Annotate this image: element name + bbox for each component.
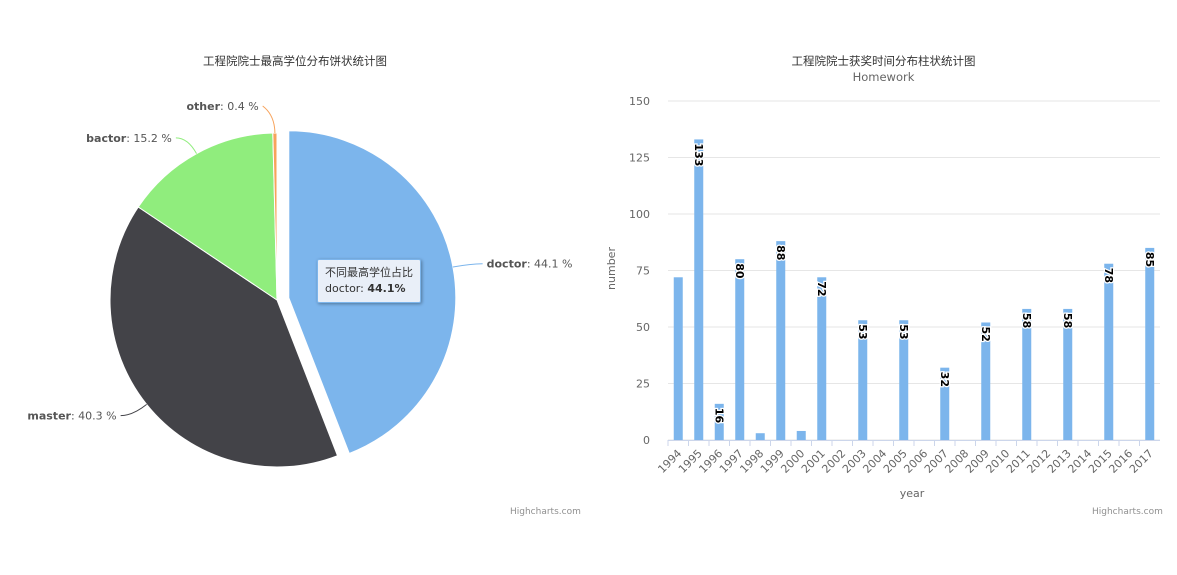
bar-data-label-2003: 53: [856, 324, 869, 339]
bar-1998[interactable]: [755, 433, 765, 440]
x-tick-label-2017: 2017: [1127, 447, 1156, 476]
bar-data-label-1995: 133: [692, 143, 705, 166]
bar-data-label-2013: 58: [1061, 313, 1074, 328]
y-tick-label: 125: [629, 152, 650, 165]
bar-2015[interactable]: [1104, 263, 1114, 440]
bar-1997[interactable]: [735, 259, 745, 440]
pie-chart-svg: doctor: 44.1 % master: 40.3 % bactor: 15.2…: [27, 100, 573, 468]
bar-2009[interactable]: [981, 322, 991, 440]
x-axis-title: year: [900, 487, 925, 500]
bar-2001[interactable]: [817, 277, 827, 440]
bar-2000[interactable]: [796, 430, 806, 440]
pie-label-other: other: 0.4 %: [186, 100, 258, 113]
y-tick-label: 0: [643, 434, 650, 447]
pie-label-bactor: bactor: 15.2 %: [86, 132, 172, 145]
pie-connector-other: [262, 105, 276, 134]
y-tick-label: 50: [636, 321, 650, 334]
bar-chart-svg: 0255075100125150199413319951619968019971…: [605, 95, 1160, 500]
bar-data-label-2005: 53: [897, 324, 910, 339]
pie-chart-panel: 工程院院士最高学位分布饼状统计图 doctor: 44.1 % master: 4…: [27, 54, 581, 517]
pie-chart-title: 工程院院士最高学位分布饼状统计图: [203, 54, 387, 68]
bar-data-label-1996: 16: [712, 408, 725, 424]
bar-data-label-2015: 78: [1102, 268, 1115, 283]
bar-2005[interactable]: [899, 320, 909, 440]
bar-1999[interactable]: [776, 241, 786, 440]
bar-2013[interactable]: [1063, 308, 1073, 440]
pie-slice-bactor[interactable]: [137, 132, 278, 301]
bar-data-label-2001: 72: [815, 281, 828, 296]
pie-label-master: master: 40.3 %: [27, 410, 116, 423]
pie-connector-master: [120, 404, 147, 417]
bar-2017[interactable]: [1145, 247, 1155, 440]
tooltip-body: doctor: 44.1%: [325, 282, 406, 295]
tooltip-series: doctor: [325, 282, 361, 295]
pie-connector-doctor: [452, 263, 483, 268]
bar-data-label-2017: 85: [1143, 252, 1156, 267]
y-tick-label: 100: [629, 208, 650, 221]
tooltip-title: 不同最高学位占比: [325, 266, 413, 279]
y-tick-label: 150: [629, 95, 650, 108]
pie-connector-bactor: [175, 137, 197, 154]
bar-data-label-1999: 88: [774, 245, 787, 260]
y-axis-title: number: [605, 247, 618, 290]
bar-chart-title: 工程院院士获奖时间分布柱状统计图: [791, 54, 976, 68]
bar-2011[interactable]: [1022, 308, 1032, 440]
pie-tooltip: 不同最高学位占比 doctor: 44.1%: [317, 259, 421, 303]
y-tick-label: 75: [636, 265, 650, 278]
bar-1996[interactable]: [714, 403, 724, 440]
pie-label-doctor: doctor: 44.1 %: [487, 258, 573, 271]
bar-data-label-1997: 80: [733, 263, 746, 279]
bar-credits-link[interactable]: Highcharts.com: [1092, 507, 1163, 517]
pie-slice-other[interactable]: [272, 132, 278, 301]
bar-chart-subtitle: Homework: [852, 70, 915, 84]
bar-data-label-2009: 52: [979, 326, 992, 341]
y-tick-label: 25: [636, 378, 650, 391]
tooltip-value: 44.1%: [367, 282, 406, 295]
bar-1994[interactable]: [673, 277, 683, 440]
bar-chart-panel: 工程院院士获奖时间分布柱状统计图 Homework 0 25 50 75 100 125 1…: [590, 0, 1177, 575]
bar-2003[interactable]: [858, 320, 868, 440]
bar-data-label-2011: 58: [1020, 313, 1033, 328]
bar-1995[interactable]: [694, 139, 704, 441]
bar-data-label-2007: 32: [938, 372, 951, 387]
pie-credits-link[interactable]: Highcharts.com: [510, 507, 581, 517]
bar-2007[interactable]: [940, 367, 950, 440]
